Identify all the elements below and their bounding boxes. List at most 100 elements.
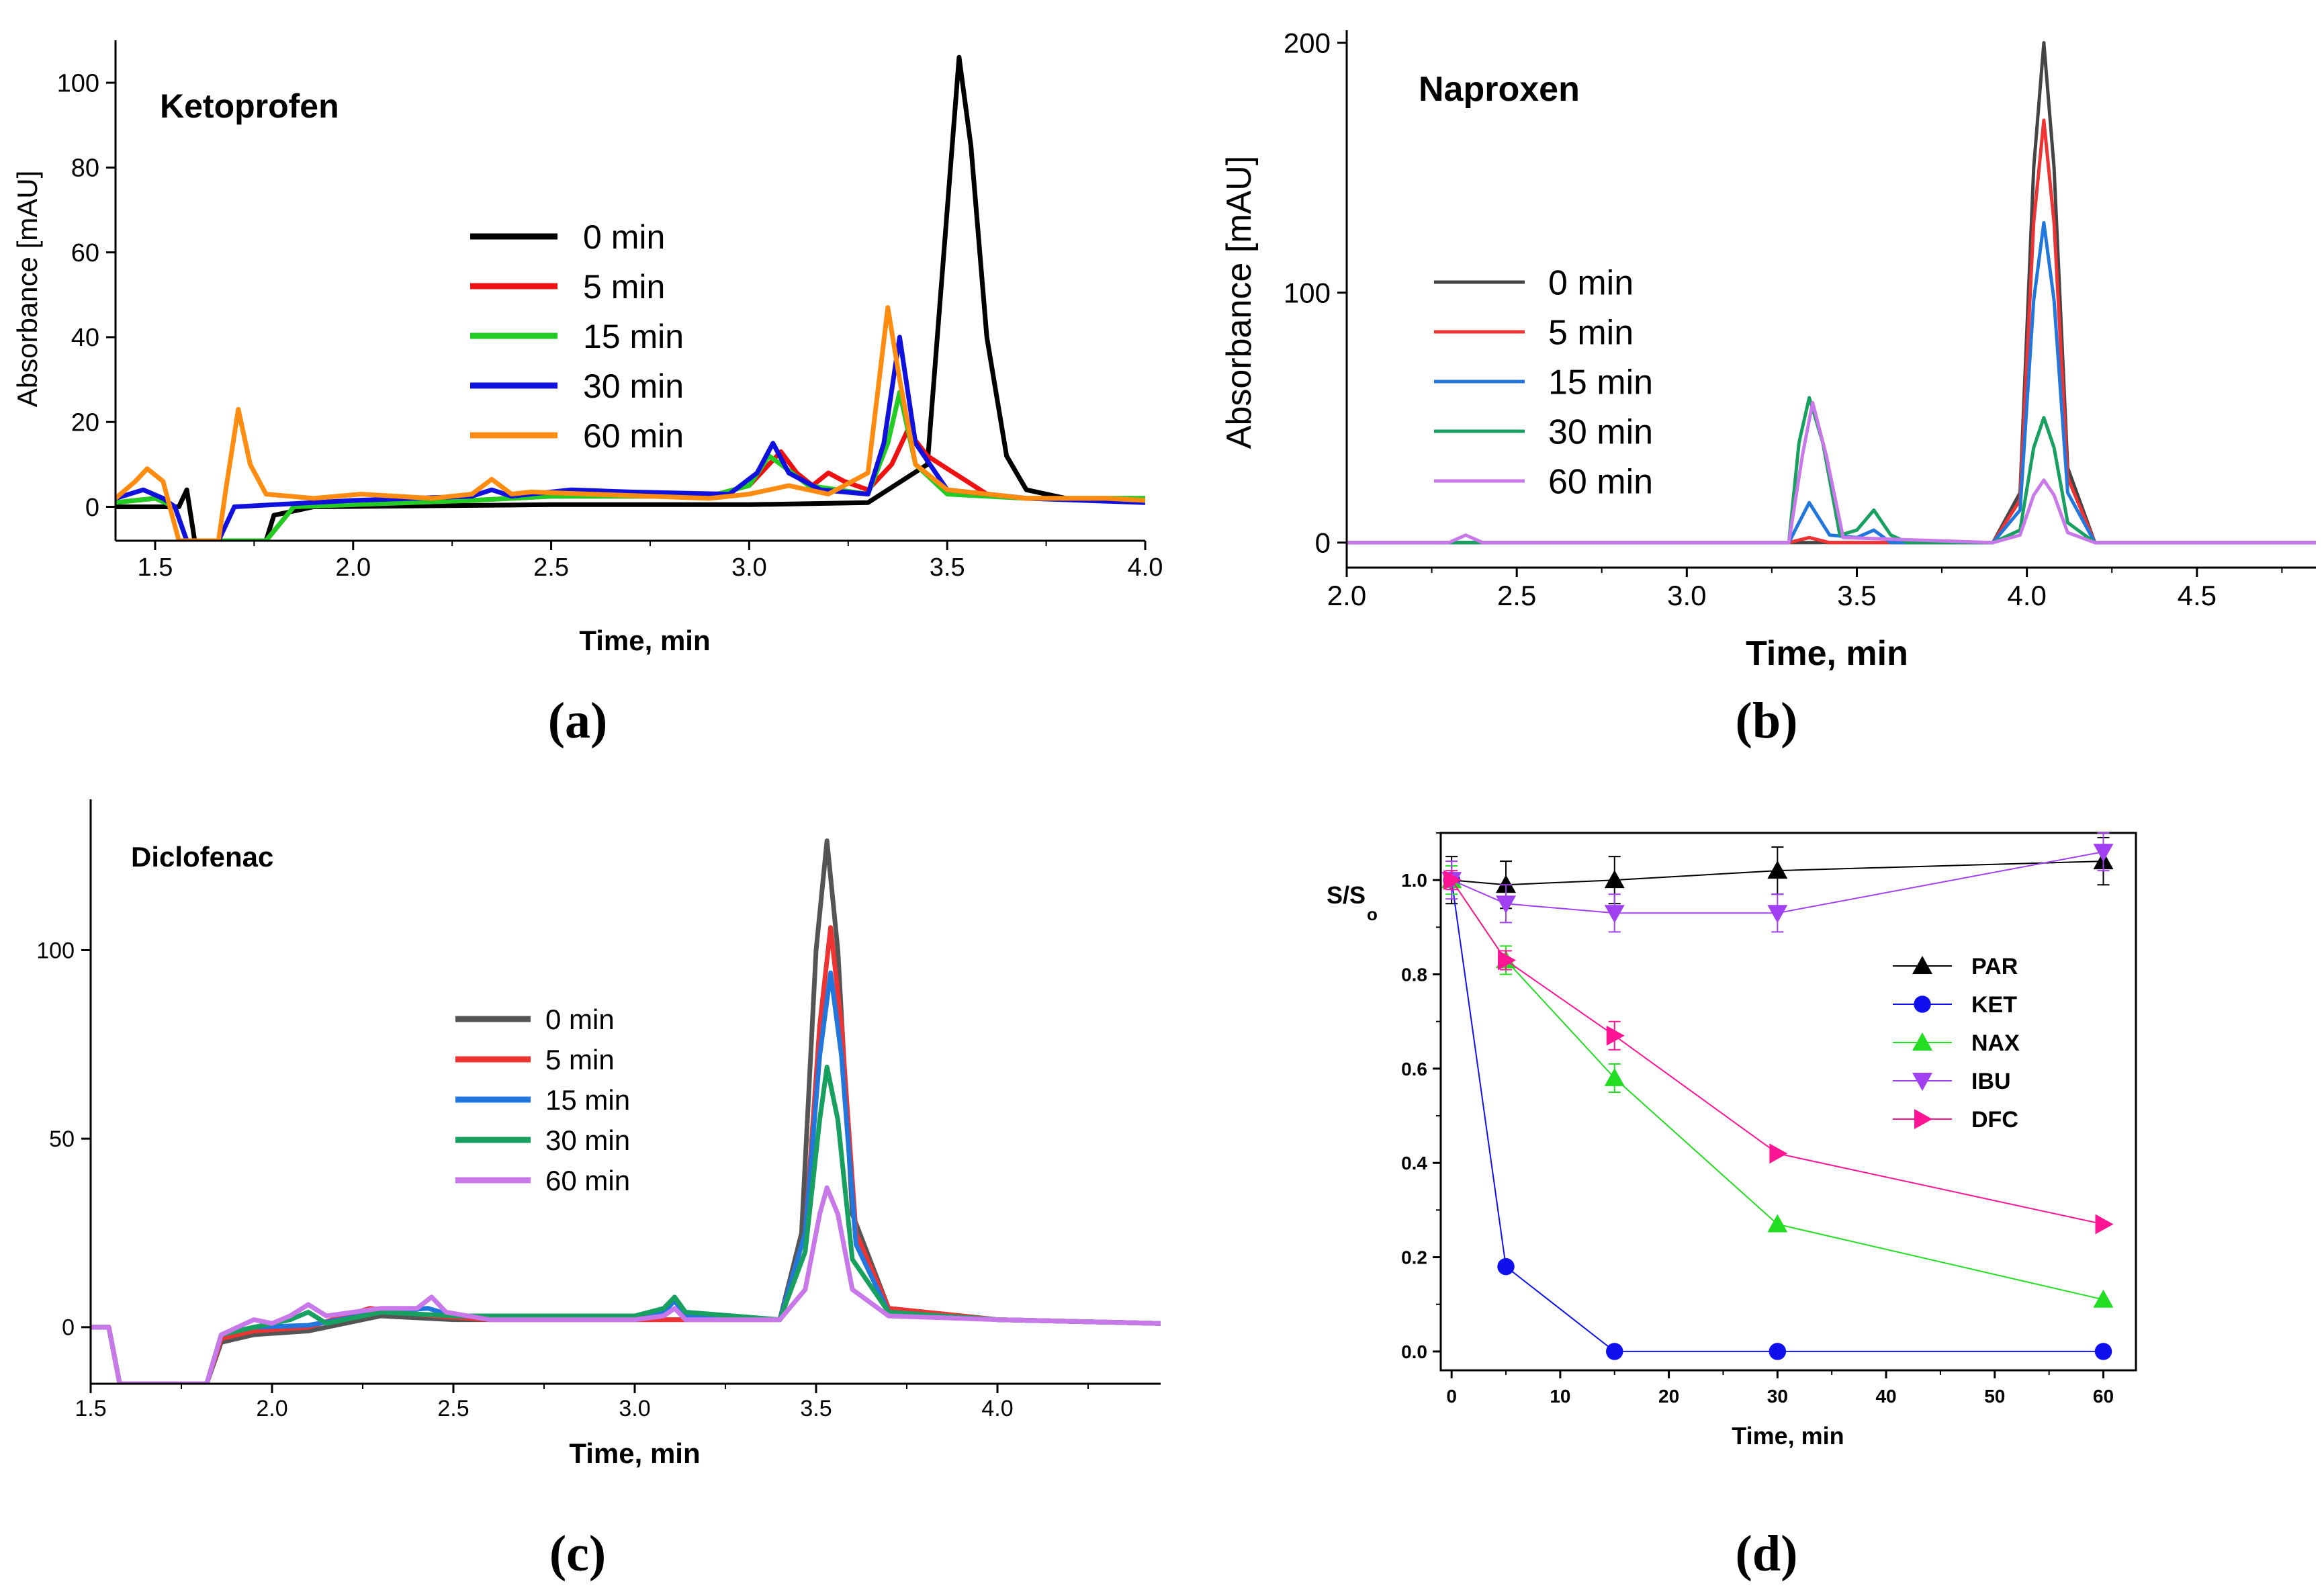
- x-tick-label: 10: [1550, 1386, 1570, 1407]
- y-tick-label: 100: [57, 69, 99, 97]
- series-line-15-min: [116, 390, 1145, 541]
- legend-label: 30 min: [583, 367, 684, 405]
- x-tick-label: 60: [2093, 1386, 2114, 1407]
- series-line-5-min: [1347, 118, 2316, 545]
- marker-par: [1767, 860, 1788, 879]
- chart-title: Ketoprofen: [160, 87, 339, 125]
- y-axis-label-subscript: o: [1367, 904, 1378, 924]
- y-tick-label: 50: [49, 1126, 75, 1152]
- legend-label: NAX: [1971, 1030, 2020, 1056]
- y-tick-label: 60: [71, 239, 99, 267]
- y-tick-label: 100: [1284, 277, 1331, 308]
- plot-frame: [1439, 832, 2137, 1372]
- x-axis-label: Time, min: [569, 1437, 700, 1469]
- legend-label: 30 min: [1548, 413, 1653, 452]
- legend-label: 60 min: [583, 417, 684, 455]
- legend-label: 60 min: [545, 1165, 630, 1196]
- series-line-0-min: [1347, 41, 2316, 545]
- x-tick-label: 2.0: [335, 554, 371, 582]
- legend-label: 0 min: [583, 218, 665, 256]
- legend-label: 15 min: [583, 318, 684, 355]
- x-tick-label: 3.0: [731, 554, 767, 582]
- x-tick-label: 1.5: [75, 1396, 106, 1421]
- x-tick-label: 2.0: [256, 1396, 287, 1421]
- legend-label: KET: [1971, 992, 2017, 1018]
- legend-label: 15 min: [545, 1084, 630, 1116]
- panel-degradation: 0 10 20 30 40 50 60 0.0 0.2 0.4 0.6 0.8 1.0 Time, min…: [1327, 832, 2137, 1582]
- x-tick-label: 20: [1658, 1386, 1679, 1407]
- marker-par: [1496, 875, 1517, 893]
- series-line-30-min: [1347, 396, 2316, 545]
- panel-label: (d): [1736, 1525, 1798, 1582]
- legend-label: 5 min: [545, 1044, 615, 1075]
- chart-title: Diclofenac: [131, 841, 273, 873]
- marker-dfc: [1498, 950, 1517, 971]
- x-tick-label: 4.0: [1128, 554, 1163, 582]
- y-tick-label: 0: [85, 494, 99, 522]
- chart-title: Naproxen: [1419, 70, 1580, 109]
- marker-ibu: [1496, 895, 1517, 914]
- x-axis-label: Time, min: [579, 625, 710, 656]
- x-tick-label: 0: [1446, 1386, 1457, 1407]
- y-tick-label: 40: [71, 324, 99, 352]
- x-tick-label: 4.0: [2007, 580, 2046, 611]
- y-tick-label: 1.0: [1401, 870, 1427, 891]
- x-tick-label: 4.5: [2178, 580, 2217, 611]
- marker-nax: [1767, 1214, 1788, 1233]
- legend-label: PAR: [1971, 954, 2018, 979]
- panel-label: (b): [1736, 693, 1798, 749]
- y-axis-label: Absorbance [mAU]: [1220, 156, 1259, 449]
- marker-ibu: [2093, 844, 2114, 862]
- marker-nax: [1604, 1067, 1625, 1086]
- legend-label: 60 min: [1548, 463, 1653, 502]
- marker-ket: [1497, 1257, 1515, 1276]
- x-tick-label: 1.5: [138, 554, 173, 582]
- marker-nax: [1912, 1032, 1932, 1051]
- legend-label: 0 min: [1548, 264, 1634, 303]
- y-tick-label: 20: [71, 409, 99, 437]
- x-tick-label: 3.0: [619, 1396, 650, 1421]
- y-tick-label: 200: [1284, 27, 1331, 58]
- marker-ket: [1769, 1343, 1787, 1360]
- marker-ket: [1606, 1343, 1623, 1360]
- x-tick-label: 3.5: [1837, 580, 1876, 611]
- y-axis-label: Absorbance [mAU]: [11, 171, 43, 408]
- x-axis-label: Time, min: [1746, 634, 1908, 673]
- marker-dfc: [1606, 1025, 1625, 1046]
- marker-dfc: [1769, 1143, 1788, 1164]
- y-tick-label: 80: [71, 154, 99, 183]
- legend-label: 15 min: [1548, 363, 1653, 402]
- series-line-30-min: [116, 335, 1145, 541]
- x-tick-label: 2.5: [437, 1396, 469, 1421]
- y-tick-label: 100: [36, 938, 75, 963]
- series-line-0-min: [116, 54, 1145, 541]
- marker-ibu: [1767, 905, 1788, 924]
- x-tick-label: 3.0: [1667, 580, 1706, 611]
- legend-label: DFC: [1971, 1107, 2018, 1133]
- y-tick-label: 0.4: [1401, 1153, 1427, 1174]
- legend-label: 0 min: [545, 1004, 615, 1035]
- legend-label: IBU: [1971, 1069, 2011, 1094]
- x-tick-label: 30: [1767, 1386, 1788, 1407]
- legend-label: 5 min: [583, 268, 665, 306]
- panel-diclofenac: 1.5 2.0 2.5 3.0 3.5 4.0 0 50 100 Diclofenac Time, …: [36, 799, 1161, 1582]
- legend-label: 5 min: [1548, 314, 1634, 353]
- y-tick-label: 0: [1315, 527, 1331, 558]
- panel-label: (c): [549, 1525, 606, 1582]
- marker-dfc: [1443, 870, 1462, 891]
- x-tick-label: 3.5: [930, 554, 965, 582]
- panel-naproxen: 2.0 2.5 3.0 3.5 4.0 4.5 0 100 200 Naproxen Time, m…: [1220, 27, 2316, 749]
- marker-ibu: [1912, 1073, 1932, 1091]
- y-tick-label: 0.8: [1401, 965, 1427, 985]
- marker-par: [1912, 956, 1932, 974]
- marker-ibu: [1604, 905, 1625, 924]
- legend-label: 30 min: [545, 1124, 630, 1156]
- marker-dfc: [2095, 1214, 2114, 1235]
- y-tick-label: 0.2: [1401, 1247, 1427, 1268]
- marker-ket: [2094, 1343, 2112, 1360]
- y-axis-label: S/S: [1327, 881, 1366, 909]
- x-axis-label: Time, min: [1732, 1422, 1844, 1450]
- series-line-60-min: [1347, 400, 2316, 545]
- y-tick-label: 0.6: [1401, 1059, 1427, 1079]
